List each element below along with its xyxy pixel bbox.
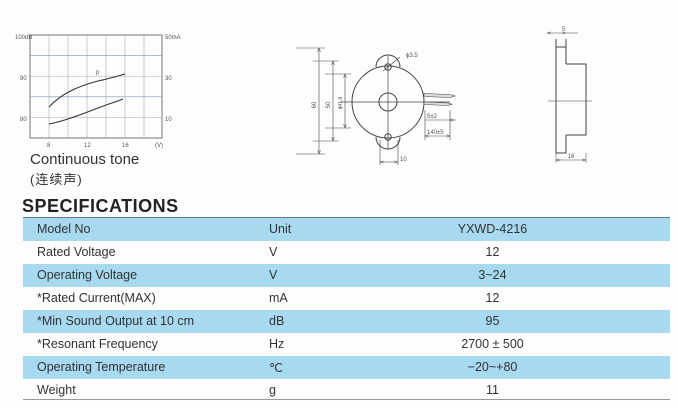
svg-text:p: p: [96, 70, 100, 76]
svg-text:5: 5: [562, 27, 566, 33]
svg-text:10: 10: [400, 157, 407, 163]
svg-text:60: 60: [312, 101, 318, 108]
svg-text:8: 8: [47, 143, 51, 149]
svg-text:90: 90: [20, 76, 27, 82]
svg-text:ϕ3.5: ϕ3.5: [406, 53, 418, 59]
svg-text:50: 50: [326, 101, 332, 108]
svg-text:30: 30: [165, 76, 172, 82]
svg-text:100dB: 100dB: [15, 35, 32, 41]
svg-text:16: 16: [568, 154, 575, 160]
svg-text:(V): (V): [155, 143, 163, 149]
svg-text:16: 16: [122, 143, 129, 149]
svg-text:80: 80: [20, 117, 27, 123]
svg-text:ϕ41.8: ϕ41.8: [338, 97, 344, 110]
svg-text:10: 10: [165, 117, 172, 123]
svg-text:140±5: 140±5: [427, 130, 444, 136]
svg-text:5±2: 5±2: [427, 114, 438, 120]
svg-text:50mA: 50mA: [165, 35, 181, 41]
svg-text:12: 12: [84, 143, 91, 149]
